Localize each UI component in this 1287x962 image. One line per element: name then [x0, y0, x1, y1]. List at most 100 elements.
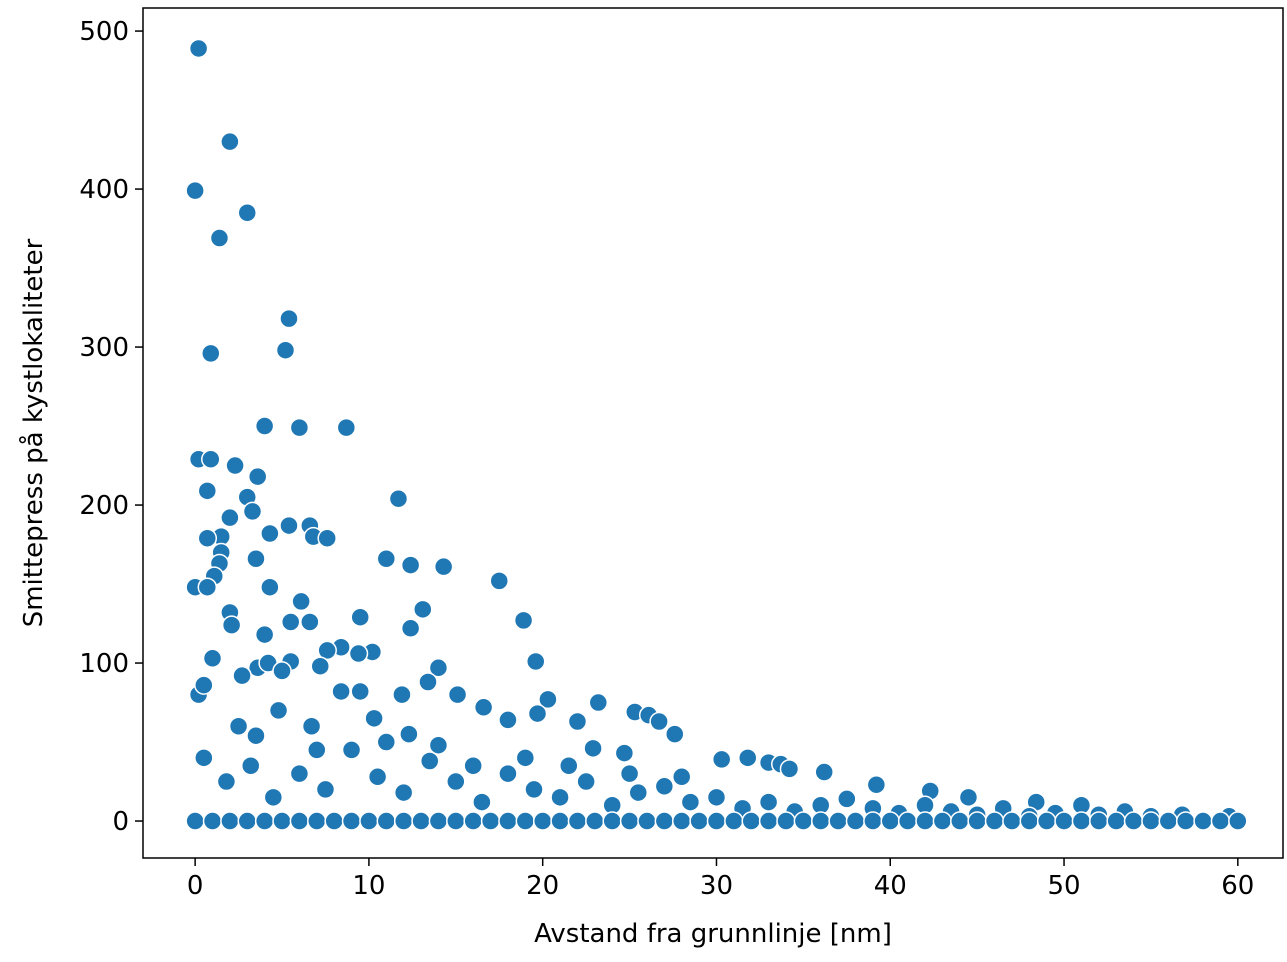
point — [880, 811, 901, 831]
point — [513, 610, 534, 631]
point — [260, 523, 280, 544]
point — [1141, 811, 1161, 831]
point — [527, 703, 548, 724]
point — [559, 755, 579, 776]
point — [446, 811, 466, 831]
point — [254, 811, 275, 831]
point — [515, 748, 536, 768]
point — [393, 782, 414, 803]
point — [220, 507, 240, 528]
point — [242, 501, 263, 522]
point — [758, 792, 779, 812]
point — [400, 555, 421, 575]
point — [741, 811, 761, 831]
point — [413, 599, 433, 620]
point — [209, 228, 230, 248]
point — [272, 661, 292, 681]
point — [194, 675, 214, 695]
point — [1089, 811, 1109, 831]
point — [237, 811, 258, 831]
point — [1036, 811, 1057, 831]
x-tick-label: 30 — [700, 871, 733, 901]
point — [588, 692, 609, 713]
point — [463, 755, 483, 776]
point — [393, 811, 414, 831]
point — [525, 651, 546, 672]
point — [331, 681, 351, 702]
x-axis-label: Avstand fra grunnlinje [nm] — [534, 919, 892, 949]
point — [220, 131, 240, 152]
point — [225, 455, 245, 476]
point — [228, 716, 249, 736]
point — [324, 811, 344, 831]
point — [197, 577, 218, 597]
point — [246, 549, 266, 569]
point — [1193, 811, 1213, 831]
point — [498, 763, 518, 784]
point — [280, 612, 301, 632]
point — [779, 759, 800, 779]
point — [376, 732, 397, 752]
point — [619, 811, 640, 831]
point — [197, 481, 218, 501]
point — [185, 811, 205, 831]
point — [315, 779, 336, 800]
point — [711, 749, 732, 770]
point — [619, 763, 640, 784]
point — [845, 811, 866, 831]
point — [341, 740, 362, 760]
point — [279, 308, 299, 329]
y-tick-label: 200 — [79, 491, 129, 521]
point — [950, 811, 970, 831]
point — [254, 416, 275, 436]
point — [654, 776, 675, 797]
x-tick-label: 40 — [874, 871, 907, 901]
point — [220, 811, 240, 831]
point — [272, 811, 292, 831]
point — [984, 811, 1005, 831]
x-tick-label: 20 — [526, 871, 559, 901]
point — [194, 748, 214, 768]
point — [376, 811, 397, 831]
y-axis-label: Smittepress på kystlokaliteter — [18, 238, 49, 627]
point — [810, 811, 831, 831]
y-tick-label: 0 — [112, 807, 129, 837]
point — [350, 681, 370, 702]
point — [359, 811, 379, 831]
point — [246, 725, 266, 746]
point — [428, 735, 449, 755]
point — [247, 466, 268, 487]
point — [1228, 811, 1248, 831]
point — [550, 787, 570, 808]
point — [221, 615, 242, 635]
point — [576, 771, 596, 792]
point — [411, 811, 431, 831]
point — [300, 612, 320, 632]
y-tick-label: 300 — [79, 333, 129, 363]
point — [1002, 811, 1022, 831]
point — [532, 811, 553, 831]
point — [1210, 811, 1231, 831]
y-tick-label: 500 — [79, 17, 129, 47]
point — [967, 811, 987, 831]
point — [364, 708, 384, 729]
point — [428, 658, 449, 678]
point — [706, 811, 727, 831]
point — [268, 700, 289, 721]
point — [550, 811, 570, 831]
point — [260, 577, 280, 597]
point — [237, 203, 258, 223]
point — [336, 417, 357, 438]
point — [776, 811, 796, 831]
point — [202, 648, 223, 669]
point — [583, 738, 603, 759]
point — [447, 684, 468, 705]
point — [897, 811, 918, 831]
point — [197, 528, 218, 548]
point — [376, 549, 397, 569]
x-tick-label: 50 — [1047, 871, 1080, 901]
point — [289, 763, 310, 784]
point — [828, 811, 848, 831]
point — [254, 624, 275, 645]
